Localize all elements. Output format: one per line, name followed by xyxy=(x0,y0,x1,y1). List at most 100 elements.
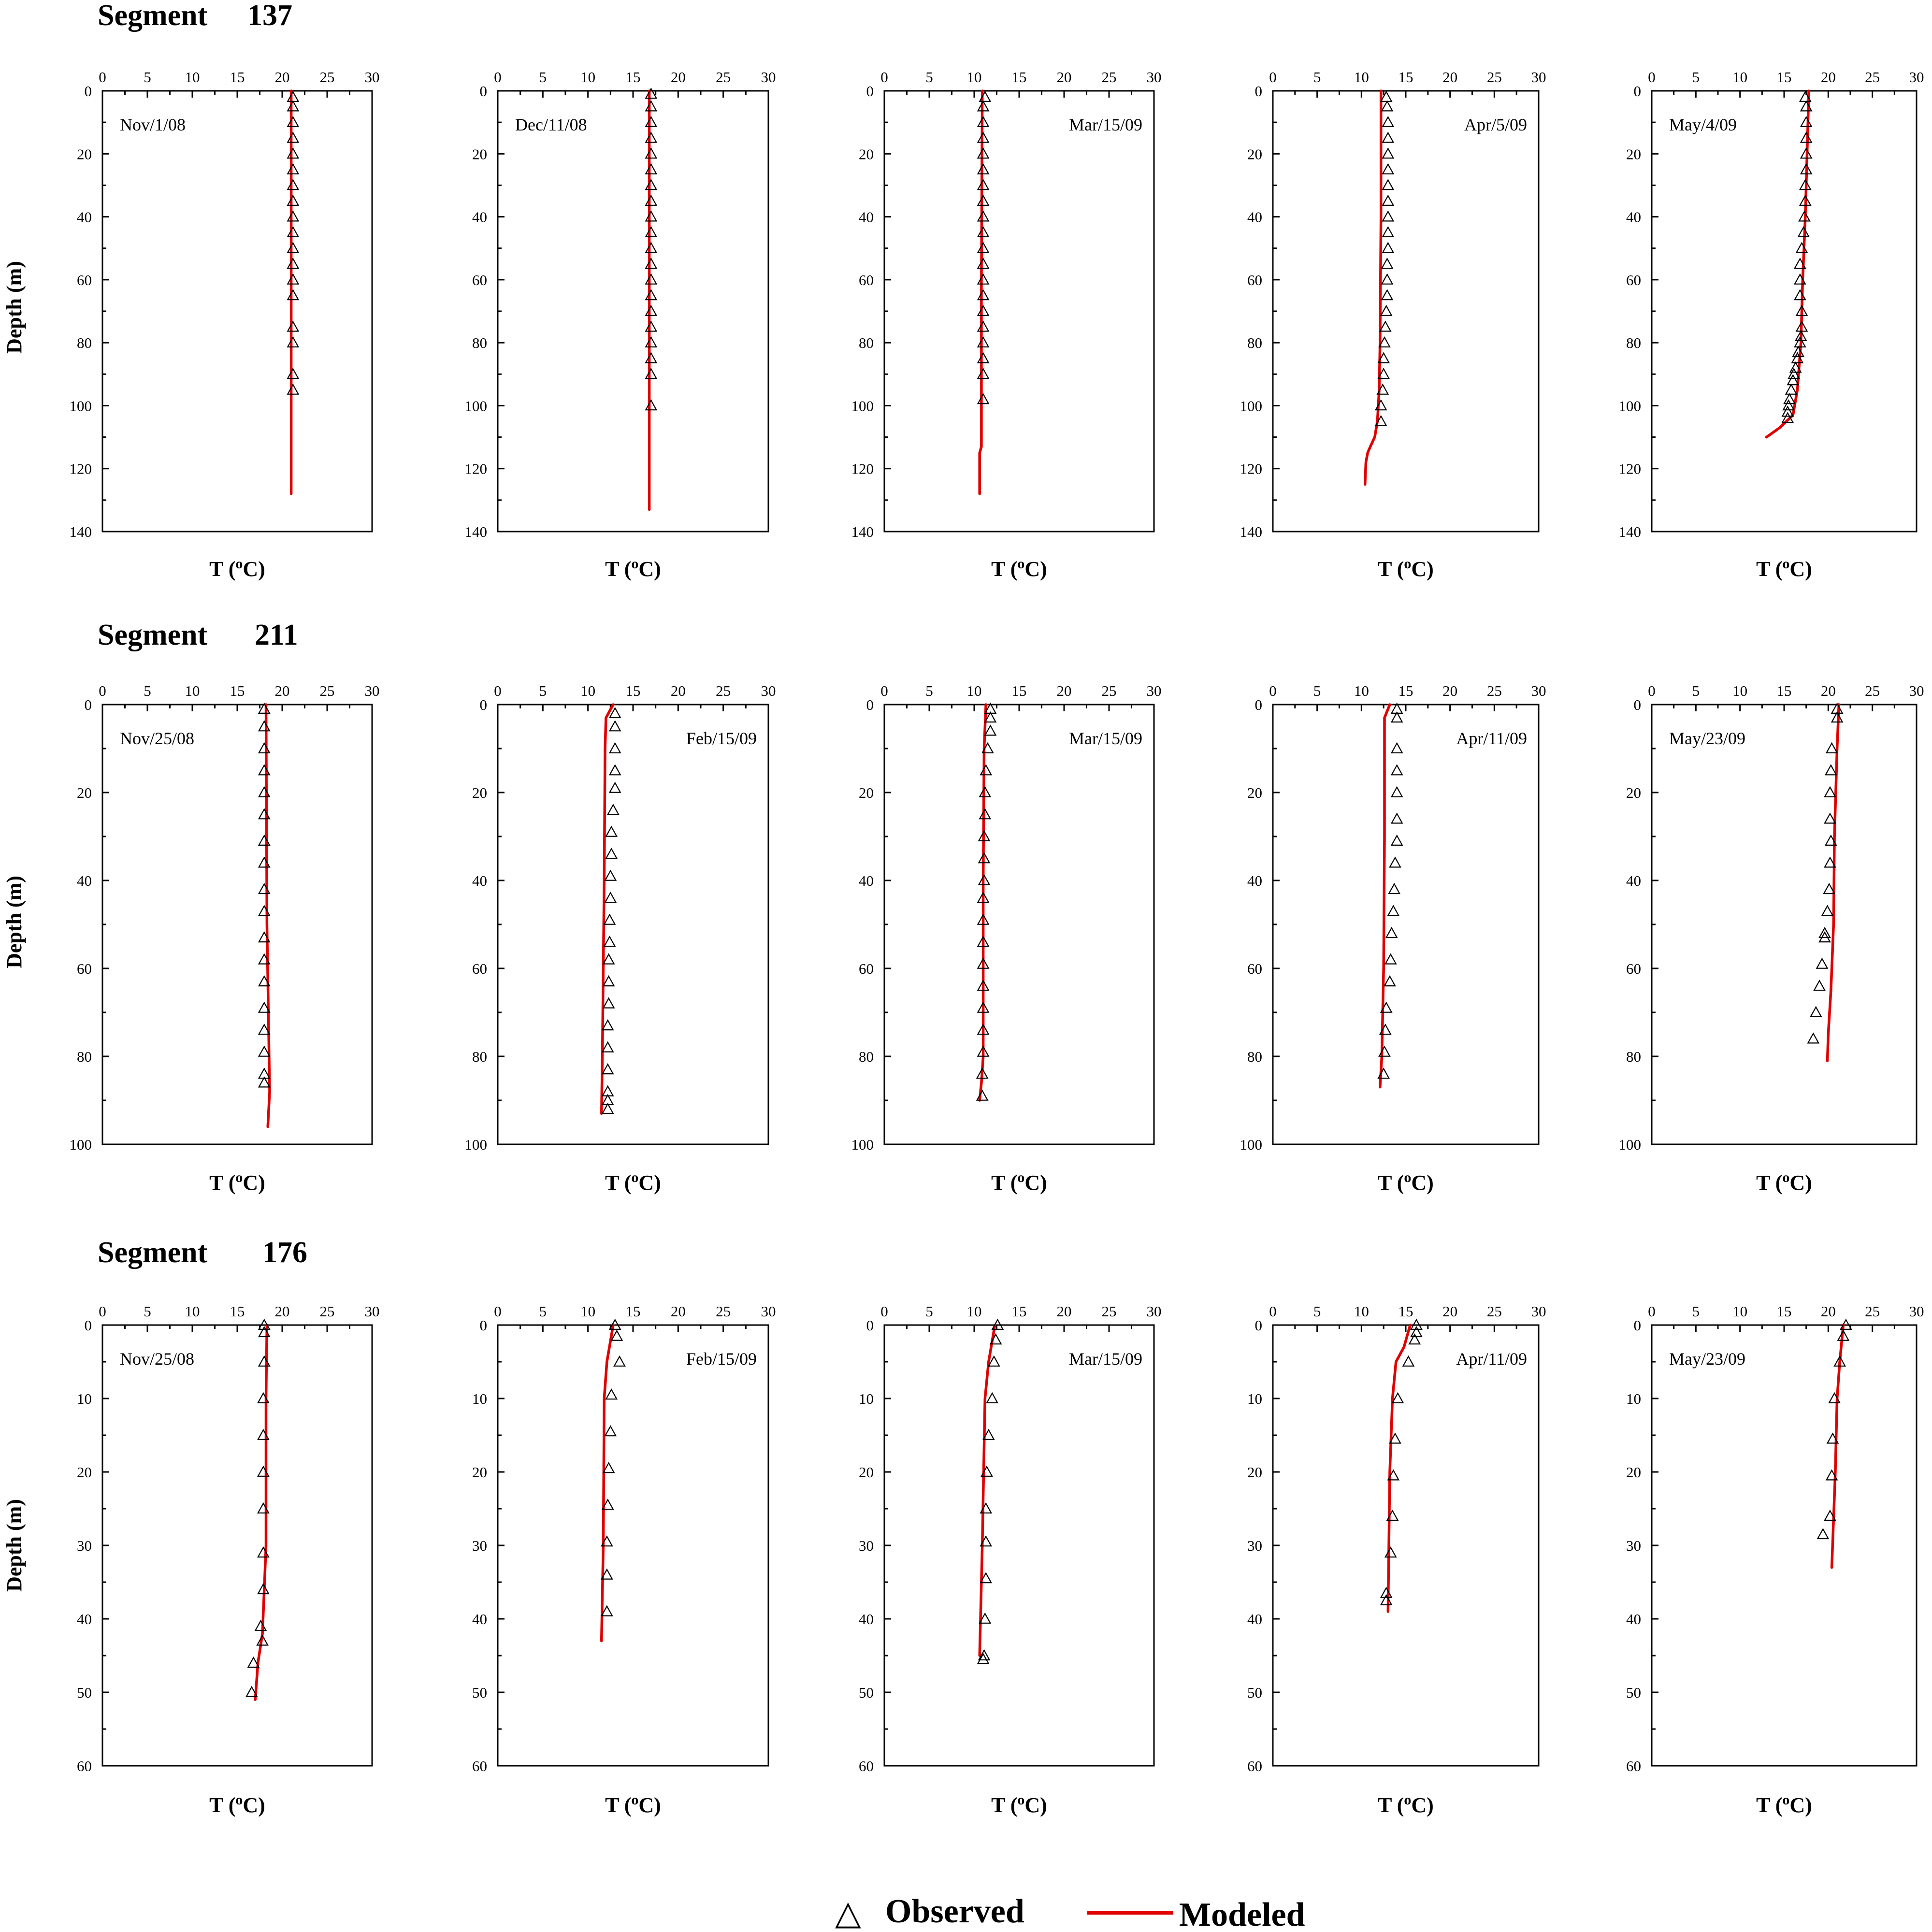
y-tick-label: 80 xyxy=(77,1048,92,1065)
observed-point xyxy=(1824,1509,1836,1521)
observed-point xyxy=(287,90,300,102)
x-tick-label: 10 xyxy=(580,682,595,699)
x-tick-label: 10 xyxy=(1354,69,1369,86)
x-tick-label: 5 xyxy=(539,69,547,86)
legend-observed-label: Observed xyxy=(885,1893,1024,1930)
modeled-line xyxy=(1363,89,1383,486)
observed-point xyxy=(1817,1528,1830,1540)
y-tick-label: 30 xyxy=(77,1537,92,1554)
observed-point xyxy=(977,289,990,301)
segment-number: 211 xyxy=(255,619,298,651)
y-tick-label: 20 xyxy=(77,784,92,801)
y-tick-label: 30 xyxy=(1247,1537,1262,1554)
y-tick-label: 30 xyxy=(472,1537,487,1554)
observed-point xyxy=(977,1001,990,1013)
panel-date-label: Nov/25/08 xyxy=(120,1349,194,1369)
x-axis-label: T (oC) xyxy=(991,1169,1047,1195)
x-tick-label: 10 xyxy=(967,1303,982,1320)
x-axis-label: T (oC) xyxy=(1756,556,1812,581)
observed-point xyxy=(258,1318,271,1330)
x-tick-label: 30 xyxy=(1909,69,1924,86)
observed-point xyxy=(645,147,658,159)
x-tick-label: 10 xyxy=(185,682,200,699)
x-axis-label: T (oC) xyxy=(605,1169,661,1195)
observed-point xyxy=(258,856,271,868)
observed-point xyxy=(984,711,997,723)
observed-point xyxy=(986,1392,999,1403)
x-axis-label: T (oC) xyxy=(991,556,1047,581)
x-tick-label: 30 xyxy=(1909,1303,1924,1320)
observed-point xyxy=(980,1535,993,1547)
y-tick-label: 60 xyxy=(859,272,874,288)
y-tick-label: 20 xyxy=(472,784,487,801)
observed-point xyxy=(1390,742,1403,753)
plot-frame xyxy=(497,90,769,533)
observed-point xyxy=(1377,1067,1390,1079)
observed-point xyxy=(1824,786,1836,797)
observed-point xyxy=(1813,980,1826,991)
observed-point xyxy=(977,226,990,237)
y-tick-label: 40 xyxy=(1247,872,1262,889)
observed-point xyxy=(1384,953,1397,965)
y-tick-label: 40 xyxy=(1247,209,1262,226)
panel-137-5: 0 5 10 15 20 25 30 0 20 40 60 80 100 120 140 May/4/09 T … xyxy=(1619,69,1924,581)
observed-point xyxy=(976,1067,989,1079)
panel-date-label: Mar/15/09 xyxy=(1069,1349,1142,1369)
observed-point xyxy=(1382,131,1395,143)
x-tick-label: 5 xyxy=(1313,1303,1321,1320)
y-axis-label: Depth (m) xyxy=(2,876,26,968)
observed-point xyxy=(258,702,271,714)
observed-point xyxy=(254,1619,267,1631)
x-tick-label: 20 xyxy=(275,682,290,699)
observed-point xyxy=(978,1649,991,1660)
observed-point xyxy=(1382,194,1395,206)
observed-point xyxy=(1788,368,1800,379)
legend-modeled-label: Modeled xyxy=(1179,1896,1305,1932)
observed-point xyxy=(1823,882,1836,894)
y-axis-label: Depth (m) xyxy=(2,1499,26,1592)
x-tick-label: 25 xyxy=(1865,1303,1880,1320)
observed-point xyxy=(1818,931,1831,943)
y-tick-label: 60 xyxy=(472,272,487,288)
y-tick-label: 100 xyxy=(1240,1136,1263,1153)
observed-point xyxy=(604,869,617,881)
observed-point xyxy=(1824,834,1837,846)
x-tick-label: 5 xyxy=(1313,69,1321,86)
y-tick-label: 100 xyxy=(1619,1136,1642,1153)
y-tick-label: 20 xyxy=(1247,145,1262,162)
y-tick-label: 100 xyxy=(1240,397,1263,414)
x-tick-label: 20 xyxy=(275,1303,290,1320)
observed-point xyxy=(645,179,658,190)
y-tick-label: 80 xyxy=(859,1048,874,1065)
x-tick-label: 0 xyxy=(880,69,888,86)
y-tick-label: 60 xyxy=(1626,960,1641,977)
observed-point xyxy=(287,289,300,301)
x-tick-label: 10 xyxy=(1732,682,1747,699)
y-tick-label: 0 xyxy=(480,1317,488,1334)
observed-point xyxy=(977,100,990,112)
x-tick-label: 0 xyxy=(1648,682,1656,699)
observed-point xyxy=(1380,1594,1393,1605)
y-tick-label: 0 xyxy=(480,83,488,100)
plot-frame xyxy=(883,704,1155,1145)
observed-point xyxy=(1390,764,1403,776)
modeled-line xyxy=(1826,703,1841,1062)
observed-point xyxy=(287,163,300,174)
observed-point xyxy=(287,210,300,222)
observed-point xyxy=(991,1318,1004,1330)
observed-point xyxy=(601,1019,614,1031)
observed-point xyxy=(977,336,990,348)
observed-point xyxy=(645,163,658,174)
observed-point xyxy=(258,1326,271,1338)
observed-point xyxy=(645,273,658,285)
observed-point xyxy=(1800,147,1813,159)
y-tick-label: 80 xyxy=(1626,334,1641,351)
x-tick-label: 0 xyxy=(1269,1303,1277,1320)
panel-date-label: Nov/1/08 xyxy=(120,115,186,134)
plot-frame xyxy=(101,1324,373,1767)
observed-point xyxy=(1389,856,1401,868)
panel-date-label: Apr/5/09 xyxy=(1464,115,1527,134)
y-tick-label: 20 xyxy=(77,1464,92,1481)
observed-point xyxy=(1800,115,1813,127)
x-tick-label: 15 xyxy=(1399,1303,1413,1320)
